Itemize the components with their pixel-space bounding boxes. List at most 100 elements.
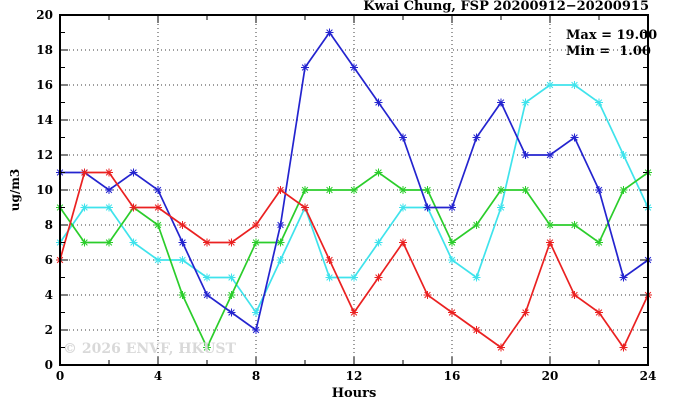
cyan-line-marker — [570, 81, 579, 89]
green-line-marker — [301, 186, 309, 194]
y-tick-label: 18 — [36, 43, 53, 57]
legend-min-value: Min = 1.00 — [566, 44, 651, 59]
y-tick-label: 16 — [36, 78, 53, 92]
blue-line-marker — [252, 326, 260, 334]
blue-line-marker — [374, 98, 383, 107]
green-line-marker — [472, 221, 481, 229]
blue-line-marker — [619, 273, 628, 282]
cyan-line-marker — [619, 151, 628, 159]
cyan-line-marker — [227, 273, 236, 282]
cyan-line-marker — [546, 81, 554, 89]
cyan-line-marker — [374, 238, 383, 247]
x-axis-label: Hours — [331, 386, 377, 401]
green-line-marker — [105, 238, 113, 247]
red-line-marker — [399, 238, 407, 247]
red-line-marker — [570, 291, 579, 299]
red-line — [56, 168, 652, 352]
green-line-marker — [570, 221, 579, 229]
cyan-line-marker — [105, 203, 113, 212]
green-line-marker — [276, 238, 285, 247]
blue-line-marker — [227, 308, 236, 317]
y-tick-label: 10 — [36, 183, 53, 197]
y-tick-label: 14 — [36, 113, 53, 127]
cyan-line-marker — [448, 256, 456, 264]
red-line-marker — [595, 308, 603, 317]
green-line-marker — [252, 238, 260, 247]
y-tick-label: 4 — [44, 288, 53, 302]
blue-line-marker — [105, 186, 113, 194]
cyan-line-marker — [203, 273, 211, 282]
blue-line-marker — [154, 186, 162, 194]
red-line-marker — [276, 186, 285, 194]
legend-max-value: Max = 19.00 — [566, 28, 658, 43]
cyan-line-marker — [129, 238, 138, 247]
x-tick-label: 4 — [153, 369, 163, 383]
blue-line-marker — [423, 203, 432, 212]
red-line-marker — [546, 238, 554, 247]
green-line-marker — [178, 291, 187, 299]
cyan-line-marker — [154, 256, 162, 264]
cyan-line-marker — [472, 273, 481, 282]
green-line-marker — [497, 186, 505, 194]
red-line-marker — [154, 203, 162, 212]
watermark: © 2026 ENVF, HKUST — [63, 341, 236, 357]
blue-line-marker — [448, 203, 456, 212]
green-line-marker — [595, 238, 603, 247]
red-line-marker — [105, 168, 113, 177]
red-line-marker — [301, 203, 309, 212]
red-line-marker — [350, 308, 358, 317]
red-line-marker — [203, 238, 211, 247]
red-line-marker — [252, 221, 260, 229]
blue-line-marker — [178, 238, 187, 247]
blue-line-marker — [399, 133, 407, 142]
cyan-line-marker — [252, 308, 260, 317]
blue-line-marker — [276, 221, 285, 229]
cyan-line-marker — [325, 273, 334, 282]
red-line-marker — [129, 203, 138, 212]
green-line-marker — [399, 186, 407, 194]
cyan-line-marker — [595, 98, 603, 107]
green-line-marker — [154, 221, 162, 229]
red-line-marker — [178, 221, 187, 229]
x-tick-label: 12 — [345, 369, 363, 383]
red-line-marker — [80, 168, 89, 177]
red-line-marker — [521, 308, 530, 317]
red-line-marker — [619, 343, 628, 352]
y-tick-label: 2 — [44, 323, 53, 337]
green-line-marker — [325, 186, 334, 194]
red-line-marker — [227, 238, 236, 247]
x-tick-label: 20 — [541, 369, 559, 383]
green-line-marker — [521, 186, 530, 194]
blue-line-marker — [595, 186, 603, 194]
cyan-line-marker — [276, 256, 285, 264]
red-line-marker — [448, 308, 456, 317]
plot-border — [59, 14, 649, 366]
y-tick-label: 0 — [44, 358, 53, 372]
blue-line-marker — [129, 168, 138, 177]
blue-line-marker — [350, 63, 358, 72]
red-line-marker — [325, 256, 334, 264]
red-line-marker — [423, 291, 432, 299]
blue-line-marker — [472, 133, 481, 142]
blue-line-marker — [570, 133, 579, 142]
green-line-marker — [350, 186, 358, 194]
green-line-marker — [619, 186, 628, 194]
red-line-marker — [497, 343, 505, 352]
green-line-marker — [546, 221, 554, 229]
y-tick-label: 12 — [36, 148, 53, 162]
green-line-marker — [374, 168, 383, 177]
blue-line-marker — [521, 151, 530, 159]
red-line-marker — [374, 273, 383, 282]
y-tick-label: 20 — [36, 8, 53, 22]
y-tick-label: 6 — [44, 253, 53, 267]
cyan-line-marker — [399, 203, 407, 212]
green-line-marker — [203, 343, 211, 352]
blue-line-path — [60, 31, 649, 332]
blue-line-marker — [301, 63, 309, 72]
x-tick-label: 24 — [639, 369, 657, 383]
red-line-marker — [472, 326, 481, 334]
cyan-line-marker — [497, 203, 505, 212]
cyan-line-marker — [521, 98, 530, 107]
